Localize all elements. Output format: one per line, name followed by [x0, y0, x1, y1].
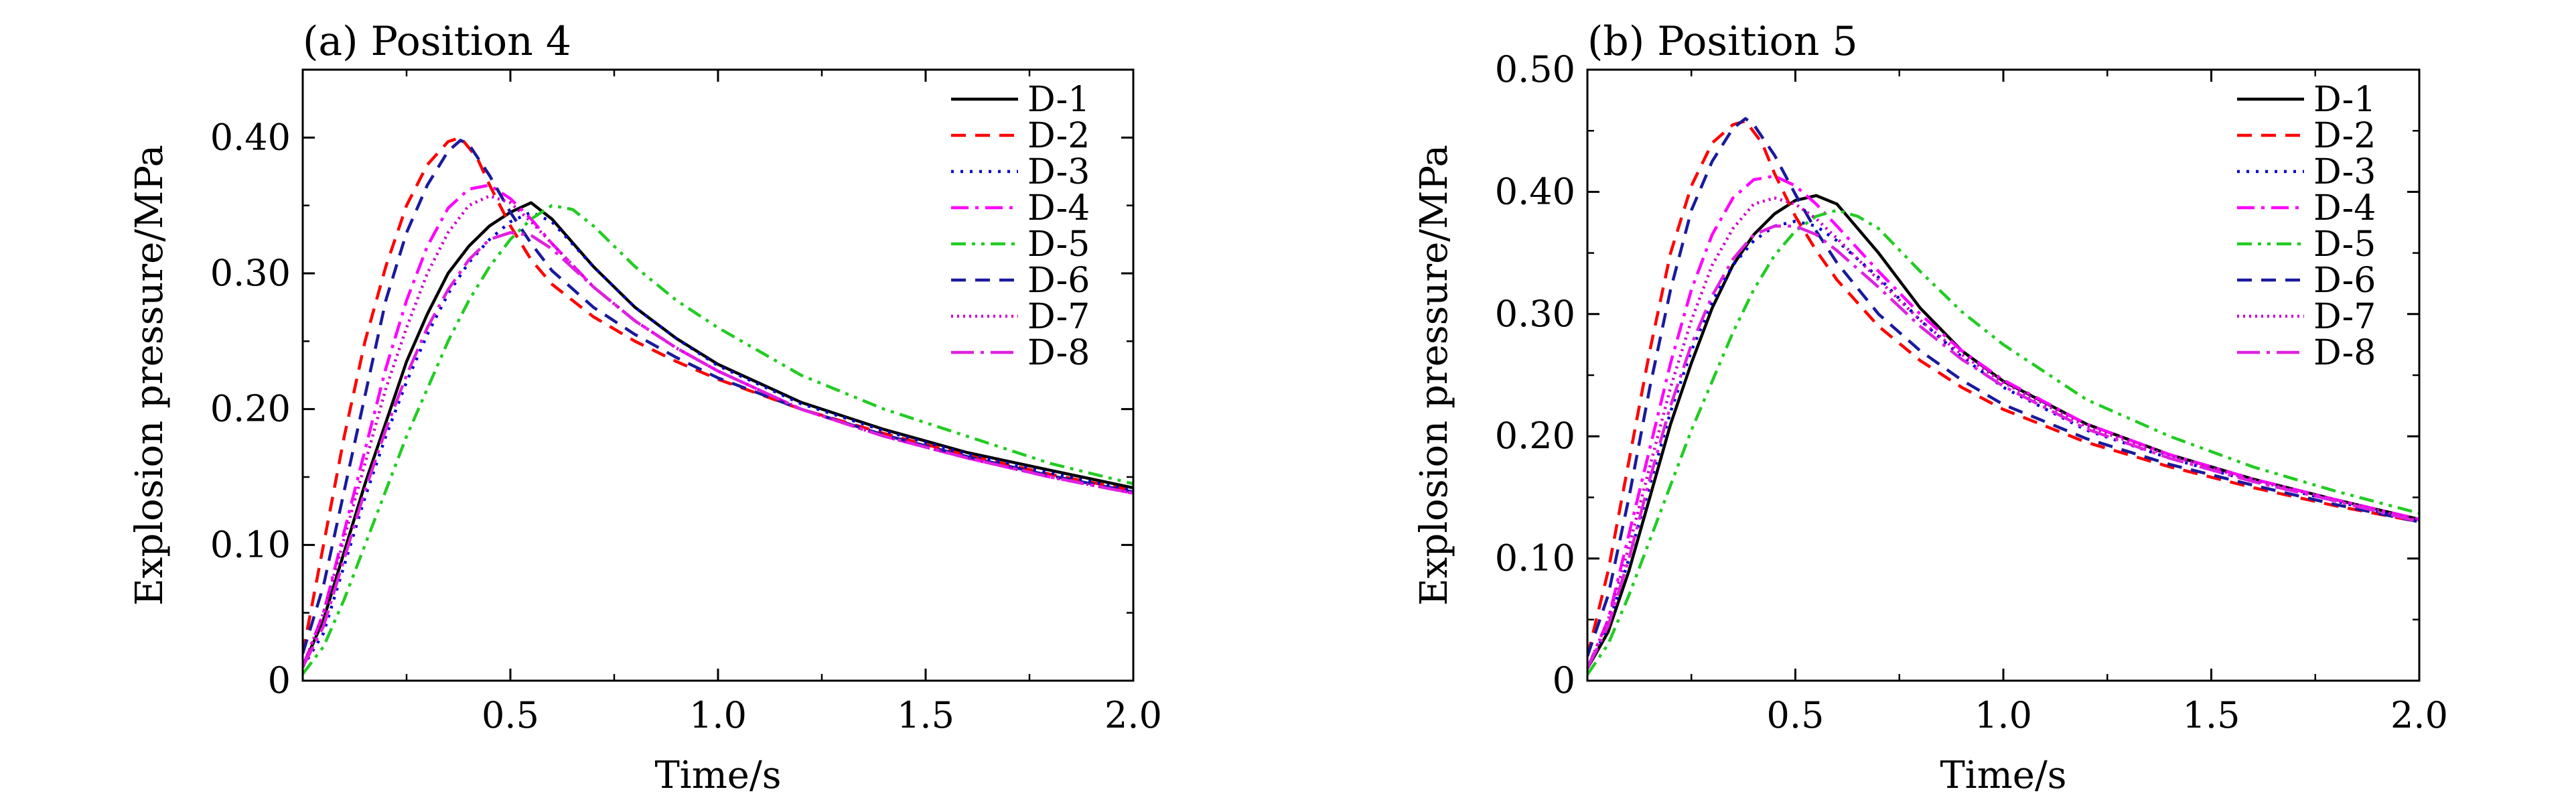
x-tick-label: 1.5 [897, 694, 954, 736]
y-tick-label: 0.20 [1495, 415, 1575, 457]
y-tick-label: 0.50 [1495, 48, 1575, 90]
x-tick-label: 2.0 [2390, 694, 2448, 736]
series-lines [1587, 117, 2419, 676]
series-line-d-4 [1587, 174, 2419, 669]
series-line-d-5 [303, 204, 1133, 675]
y-tick-label: 0.30 [1495, 293, 1575, 335]
legend: D-1D-2D-3D-4D-5D-6D-7D-8 [951, 80, 1090, 373]
x-tick-label: 1.0 [689, 694, 747, 736]
legend-label-d-8: D-8 [2313, 333, 2376, 373]
x-tick-label: 0.5 [482, 694, 539, 736]
legend-label-d-5: D-5 [2313, 224, 2376, 265]
x-axis-title: Time/s [1940, 754, 2066, 797]
series-line-d-2 [303, 136, 1133, 654]
panel-title: (a) Position 4 [303, 18, 571, 65]
series-line-d-1 [1587, 194, 2419, 669]
legend-label-d-6: D-6 [1027, 261, 1090, 301]
legend-label-d-1: D-1 [1027, 80, 1090, 120]
legend-label-d-6: D-6 [2313, 261, 2376, 301]
legend-label-d-2: D-2 [2313, 116, 2376, 156]
legend-label-d-3: D-3 [1027, 152, 1090, 192]
series-line-d-8 [1587, 224, 2419, 669]
legend-label-d-3: D-3 [2313, 152, 2376, 192]
legend-label-d-5: D-5 [1027, 224, 1090, 265]
x-tick-label: 0.5 [1767, 694, 1824, 736]
series-line-d-6 [303, 139, 1133, 655]
legend: D-1D-2D-3D-4D-5D-6D-7D-8 [2237, 80, 2376, 373]
x-tick-label: 2.0 [1104, 694, 1162, 736]
y-tick-label: 0.10 [210, 523, 291, 565]
chart-panel-b: 0.5 1.0 1.5 2.0 0 0.10 0.20 0.30 0.40 0.50 (b) Pos… [1413, 18, 2448, 797]
y-tick-label: 0.30 [210, 252, 291, 294]
legend-label-d-8: D-8 [1027, 333, 1090, 373]
legend-label-d-4: D-4 [1027, 188, 1090, 228]
series-line-d-1 [303, 201, 1133, 668]
series-lines [303, 136, 1133, 675]
chart-panel-a: 0.5 1.0 1.5 2.0 0 0.10 0.20 0.30 0.40 (a) Positio… [128, 18, 1162, 797]
series-line-d-5 [1587, 208, 2419, 676]
series-line-d-7 [1587, 196, 2419, 669]
legend-label-d-7: D-7 [1027, 297, 1090, 337]
series-line-d-7 [303, 194, 1133, 668]
y-tick-label: 0 [1553, 659, 1575, 701]
legend-label-d-4: D-4 [2313, 188, 2376, 228]
y-tick-label: 0.40 [1495, 170, 1575, 212]
legend-label-d-1: D-1 [2313, 80, 2376, 120]
legend-label-d-7: D-7 [2313, 297, 2376, 337]
y-axis-title: Explosion pressure/MPa [128, 145, 171, 606]
panel-title: (b) Position 5 [1587, 18, 1858, 65]
y-tick-label: 0.40 [210, 116, 291, 158]
x-axis-title: Time/s [654, 754, 781, 797]
y-axis-title: Explosion pressure/MPa [1413, 145, 1456, 606]
y-tick-label: 0 [268, 659, 291, 701]
x-tick-label: 1.0 [1975, 694, 2032, 736]
plot-frame [301, 68, 1135, 682]
series-line-d-8 [303, 230, 1133, 668]
series-line-d-2 [1587, 119, 2419, 657]
legend-label-d-2: D-2 [1027, 116, 1090, 156]
series-line-d-4 [303, 184, 1133, 668]
y-tick-label: 0.20 [210, 388, 291, 430]
x-tick-label: 1.5 [2183, 694, 2240, 736]
series-line-d-3 [1587, 219, 2419, 669]
y-tick-label: 0.10 [1495, 537, 1575, 580]
series-line-d-6 [1587, 117, 2419, 657]
